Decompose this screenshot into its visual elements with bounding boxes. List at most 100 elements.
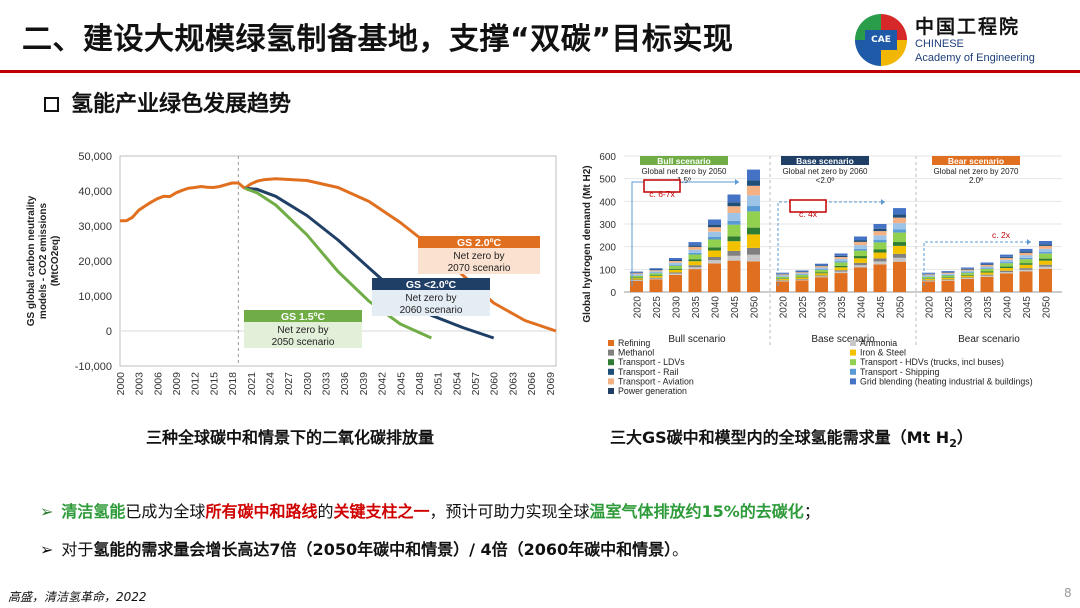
bar-segment [834, 255, 848, 257]
bullet-1: ➢ 清洁氢能已成为全球所有碳中和路线的关键支柱之一，预计可助力实现全球温室气体排放… [40, 498, 820, 522]
bar-segment [873, 228, 887, 232]
x-tick-label: 2051 [433, 372, 445, 396]
bar-segment [1000, 273, 1013, 292]
growth-arrow [923, 241, 1031, 286]
multiplier-box [643, 179, 681, 193]
bar-segment [708, 263, 721, 292]
bar-segment [941, 280, 955, 292]
growth-arrow [631, 181, 739, 286]
bar-segment [727, 255, 741, 261]
y-tick-label: -10,000 [75, 361, 112, 373]
bullet-2: ➢ 对于氢能的需求量会增长高达7倍（2050年碳中和情景）/ 4倍（2060年碳中… [40, 536, 688, 560]
bar-segment [854, 267, 867, 292]
bar-segment [649, 271, 663, 273]
bar-segment [941, 272, 955, 274]
bar-segment [630, 273, 643, 275]
section-heading: 氢能产业绿色发展趋势 [44, 86, 291, 118]
caption-right: 三大GS碳中和模型内的全球氢能需求量（Mt H2） [610, 424, 973, 450]
bar-segment [747, 206, 760, 212]
bar-segment [961, 274, 974, 276]
logo-english-line1: CHINESE [915, 38, 964, 50]
x-tick-label: 2050 [750, 296, 761, 319]
bar-segment [630, 280, 643, 281]
bar-segment [854, 256, 867, 259]
scenario-banner-text2: 1.5º [677, 176, 691, 185]
logo-mark-text: CAE [865, 30, 897, 50]
bar-segment [1000, 266, 1013, 268]
bar-segment [922, 275, 935, 277]
bar-segment [980, 264, 994, 265]
bar-segment [941, 277, 955, 280]
bar-segment [630, 275, 643, 276]
group-label: Bear scenario [958, 334, 1020, 345]
title-divider [0, 70, 1080, 73]
bar-segment [727, 220, 741, 225]
y-tick-label: 50,000 [78, 151, 112, 163]
bar-segment [776, 278, 789, 279]
bar-segment [834, 270, 848, 272]
bar-segment [834, 256, 848, 259]
bar-segment [1019, 268, 1033, 270]
bar-segment [1019, 255, 1033, 258]
x-tick-label: 2030 [964, 296, 975, 319]
bar-segment [630, 279, 643, 281]
bar-segment [815, 276, 828, 278]
bar-segment [688, 269, 702, 292]
bar-segment [649, 277, 663, 279]
logo-english-line2: Academy of Engineering [915, 52, 1035, 64]
bar-segment [961, 279, 974, 292]
y-axis-title-line1: GS global carbon neutrality [26, 195, 37, 326]
bar-segment [649, 276, 663, 278]
x-tick-label: 2030 [302, 372, 314, 396]
bar-segment [815, 272, 828, 274]
bar-segment [854, 241, 867, 246]
legend-swatch [608, 349, 614, 356]
x-tick-label: 2060 [489, 372, 501, 396]
bar-segment [893, 253, 906, 258]
bar-segment [688, 259, 702, 262]
bar-segment [834, 253, 848, 256]
bar-segment [1039, 248, 1052, 253]
bar-segment [873, 231, 887, 236]
bar-segment [688, 252, 702, 255]
bar-segment [669, 272, 682, 274]
x-tick-label: 2025 [944, 296, 955, 319]
annotation-header-bg [372, 278, 490, 290]
b1-part1: 清洁氢能 [61, 502, 126, 521]
bar-segment [1039, 260, 1052, 265]
bar-segment [980, 274, 994, 276]
bar-segment [961, 267, 974, 269]
bar-segment [922, 280, 935, 282]
bar-segment [815, 263, 828, 266]
bar-segment [922, 274, 935, 276]
y-tick-label: 20,000 [78, 256, 112, 268]
bar-segment [669, 265, 682, 269]
page-number: 8 [1064, 586, 1072, 600]
x-tick-label: 2018 [227, 372, 239, 396]
bar-segment [630, 271, 643, 273]
bar-segment [630, 272, 643, 274]
bar-segment [1000, 270, 1013, 273]
bar-segment [649, 279, 663, 292]
x-tick-label: 2045 [730, 296, 741, 319]
x-tick-label: 2045 [876, 296, 887, 319]
bar-segment [708, 219, 721, 225]
legend-swatch [850, 340, 856, 346]
bar-segment [834, 262, 848, 266]
legend-swatch [608, 340, 614, 346]
bar-segment [776, 278, 789, 281]
bar-segment [1000, 254, 1013, 257]
bar-segment [854, 240, 867, 242]
bar-segment [1019, 248, 1033, 252]
y-tick-label: 600 [599, 152, 616, 163]
x-tick-label: 2036 [339, 372, 351, 396]
bar-segment [747, 169, 760, 181]
bar-segment [980, 268, 994, 269]
annotation-text-line1: Net zero by [277, 325, 328, 336]
bar-segment [708, 260, 721, 264]
bar-segment [873, 240, 887, 243]
bar-segment [980, 265, 994, 267]
annotation-title: GS 1.5ºC [281, 311, 326, 323]
annotation-text-line2: 2060 scenario [400, 305, 463, 316]
bar-segment [893, 232, 906, 243]
